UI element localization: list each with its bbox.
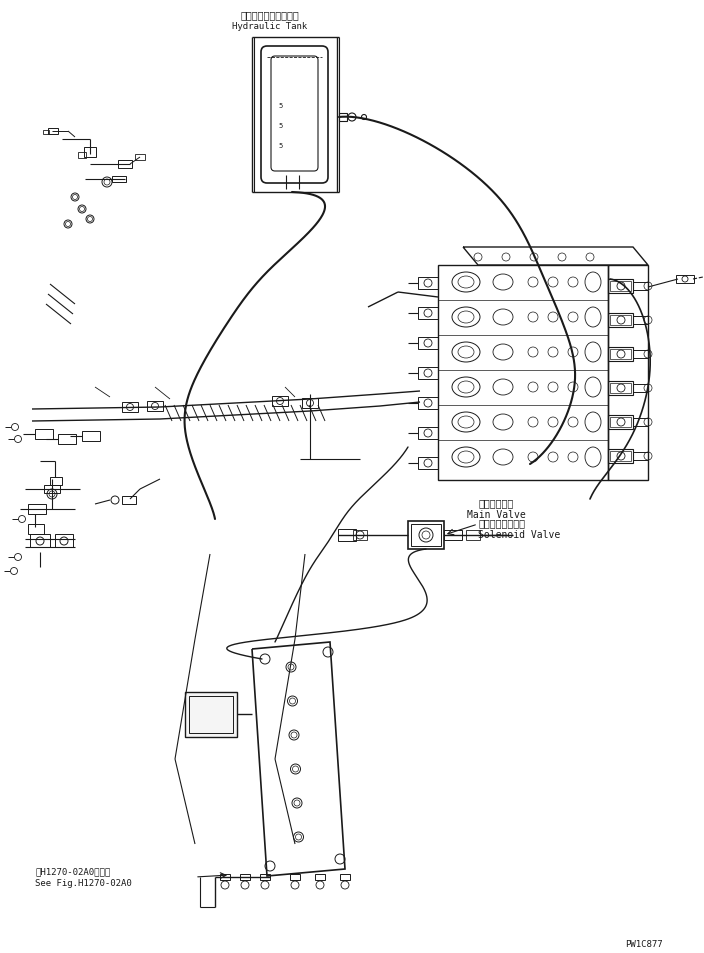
Bar xyxy=(55,535,73,547)
Bar xyxy=(608,381,633,395)
Bar xyxy=(353,531,367,540)
Bar xyxy=(50,477,62,485)
Text: Solenoid Valve: Solenoid Valve xyxy=(478,530,560,539)
Bar xyxy=(608,348,633,361)
Bar xyxy=(78,152,86,159)
Bar xyxy=(28,524,44,535)
Bar xyxy=(610,384,631,394)
Text: Main Valve: Main Valve xyxy=(467,510,525,519)
Bar xyxy=(48,129,58,135)
Bar xyxy=(633,316,648,325)
Bar xyxy=(610,282,631,292)
Bar xyxy=(418,337,438,350)
Bar xyxy=(418,397,438,410)
Bar xyxy=(240,874,250,880)
Text: PW1C877: PW1C877 xyxy=(625,939,662,948)
Bar xyxy=(82,432,100,441)
Bar xyxy=(340,874,350,880)
Bar xyxy=(633,453,648,460)
Bar xyxy=(302,398,318,409)
Bar xyxy=(610,315,631,326)
Bar xyxy=(338,530,356,541)
Bar xyxy=(418,457,438,470)
Bar xyxy=(30,535,50,547)
Bar xyxy=(438,266,608,480)
Text: 第H1270-02A0図参照: 第H1270-02A0図参照 xyxy=(35,866,111,875)
Bar xyxy=(220,874,230,880)
Bar xyxy=(608,314,633,328)
Bar xyxy=(418,428,438,439)
Bar xyxy=(418,308,438,319)
Text: ハイドロリックタンク: ハイドロリックタンク xyxy=(241,10,299,20)
Bar xyxy=(189,697,233,733)
Bar xyxy=(608,416,633,430)
Text: See Fig.H1270-02A0: See Fig.H1270-02A0 xyxy=(35,878,132,887)
Bar xyxy=(290,874,300,880)
Bar xyxy=(112,177,126,183)
Text: ソレノイドバルブ: ソレノイドバルブ xyxy=(478,517,525,527)
Text: Hydraulic Tank: Hydraulic Tank xyxy=(232,22,308,30)
Bar xyxy=(633,385,648,393)
FancyBboxPatch shape xyxy=(271,57,318,172)
Bar xyxy=(43,131,49,135)
Bar xyxy=(147,401,163,412)
Bar xyxy=(418,277,438,290)
Bar xyxy=(135,154,145,161)
Bar xyxy=(411,524,441,546)
Bar xyxy=(44,485,60,494)
Bar xyxy=(122,402,138,413)
Bar xyxy=(633,283,648,291)
Text: 5: 5 xyxy=(279,143,283,149)
Bar xyxy=(633,418,648,427)
Text: メインバルブ: メインバルブ xyxy=(479,497,514,507)
Bar xyxy=(466,531,480,540)
Bar xyxy=(633,351,648,358)
Bar xyxy=(122,497,136,504)
Bar xyxy=(118,161,132,169)
Bar xyxy=(676,275,694,284)
FancyBboxPatch shape xyxy=(261,47,328,184)
Bar xyxy=(418,368,438,379)
Bar xyxy=(608,450,633,463)
Bar xyxy=(444,531,462,540)
Text: 5: 5 xyxy=(279,103,283,109)
Bar xyxy=(610,417,631,428)
Bar xyxy=(58,435,76,444)
Bar xyxy=(185,692,237,738)
Bar xyxy=(35,430,53,439)
Bar xyxy=(610,350,631,359)
Bar xyxy=(272,396,288,407)
Bar xyxy=(260,874,270,880)
Bar xyxy=(408,521,444,550)
Bar xyxy=(28,504,46,515)
Bar xyxy=(84,148,96,158)
Bar xyxy=(608,280,633,294)
Text: 5: 5 xyxy=(279,123,283,129)
Bar xyxy=(339,113,347,122)
Bar xyxy=(610,452,631,461)
Bar xyxy=(315,874,325,880)
